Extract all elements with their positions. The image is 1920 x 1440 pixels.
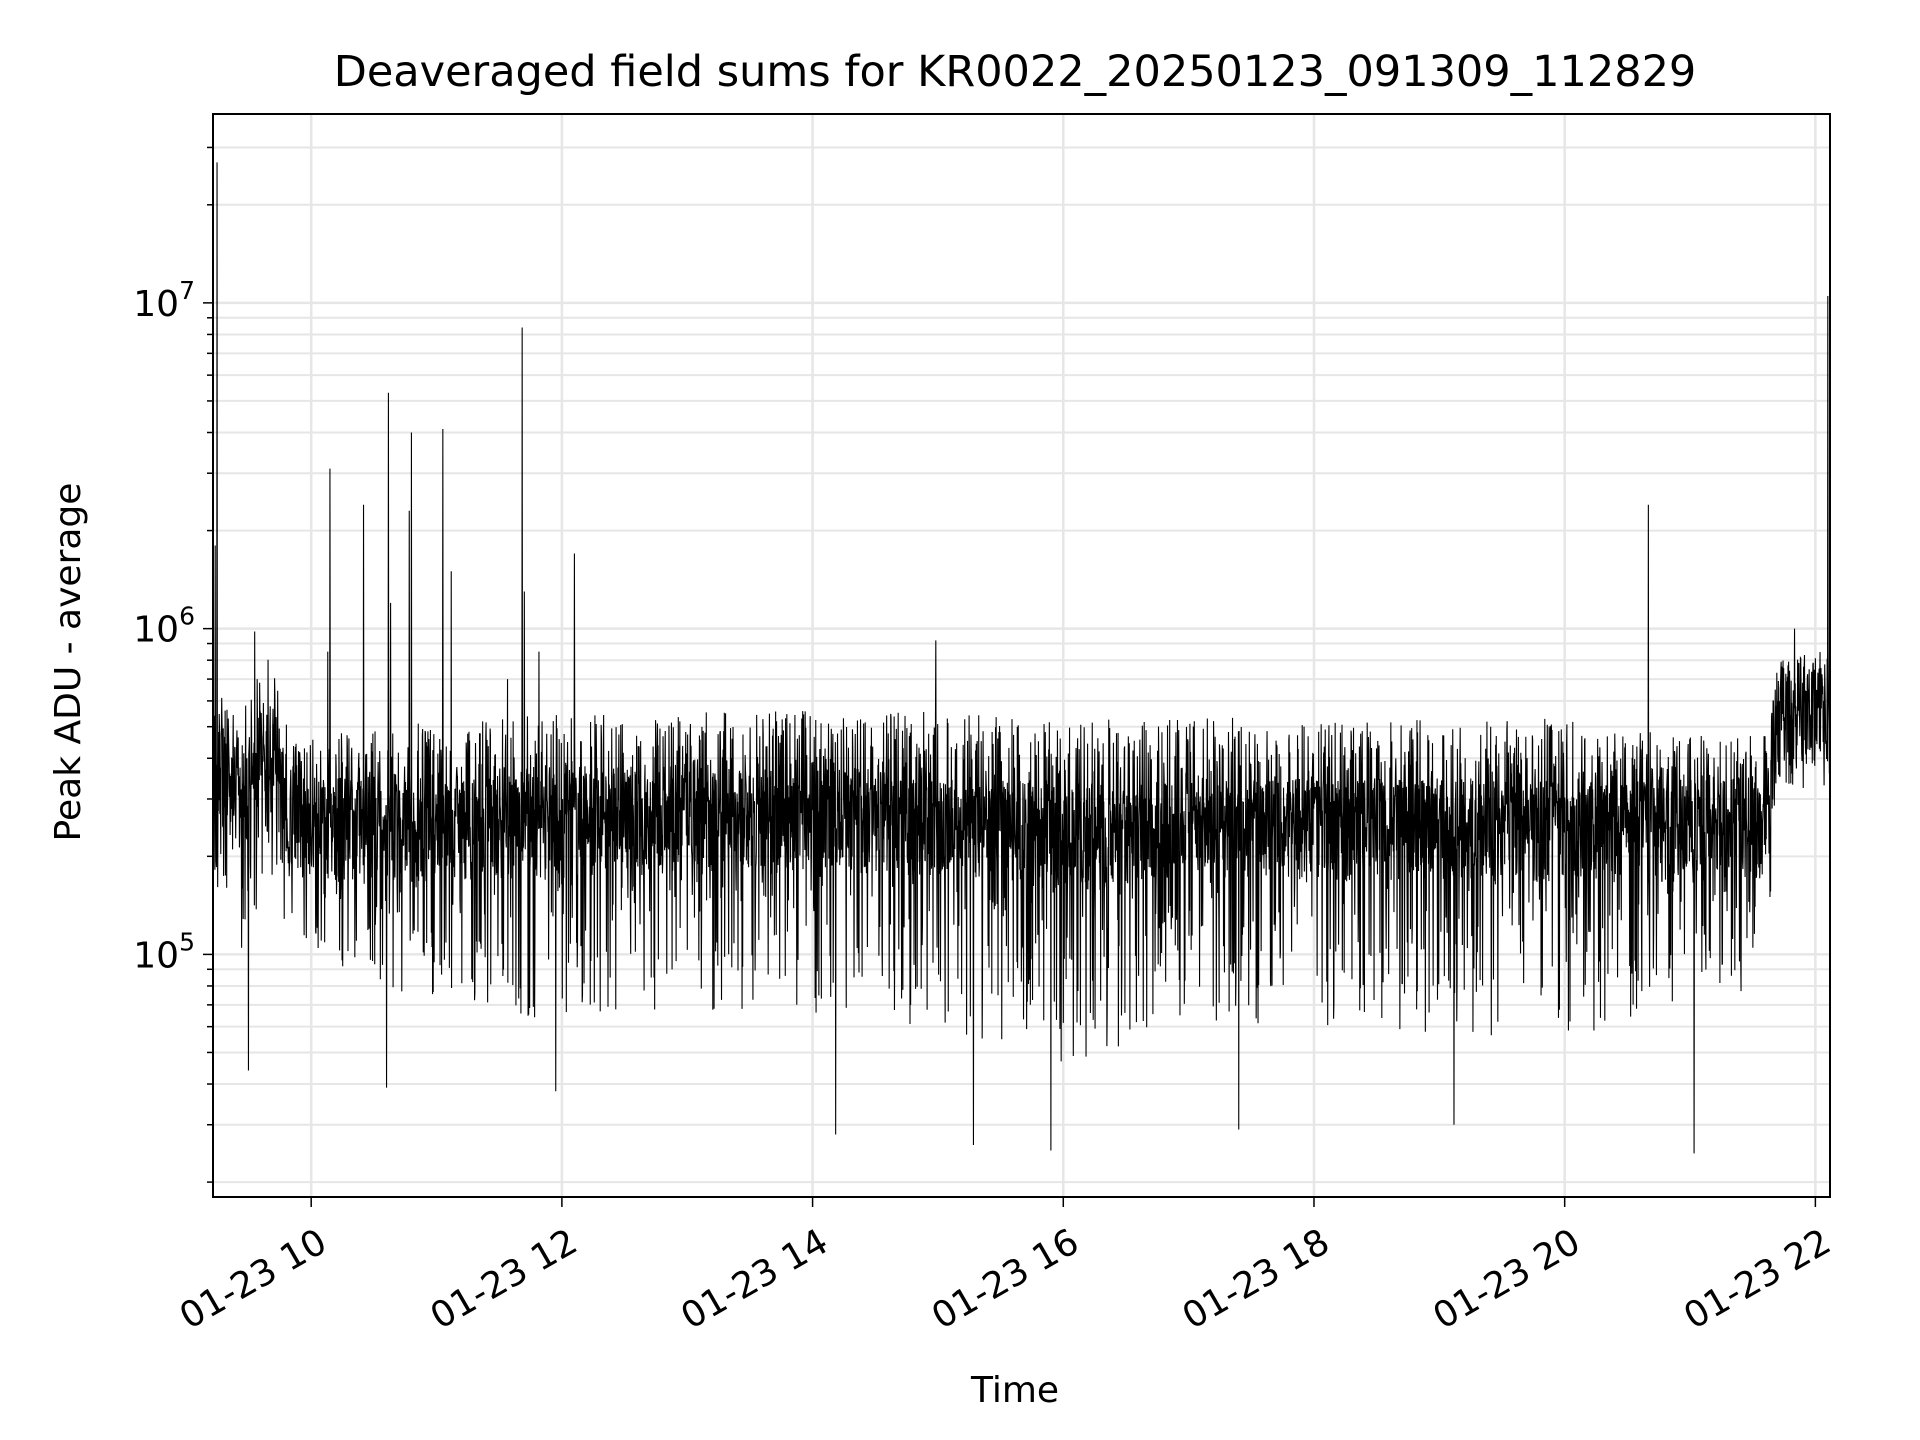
- series-line: [212, 162, 1831, 1154]
- axes-frame: [212, 113, 1831, 1198]
- y-axis-label: Peak ADU - average: [48, 483, 89, 842]
- x-axis-label: Time: [970, 1370, 1059, 1411]
- y-tick-label: 106: [133, 602, 195, 651]
- y-axis-ticks: 105 106 107: [133, 146, 213, 1183]
- y-tick-label: 107: [133, 276, 195, 325]
- series-layer: [212, 162, 1831, 1154]
- plot-area: 01-23 10 01-23 12 01-23 14 01-23 16 01-23 18…: [133, 113, 1838, 1338]
- chart-title: Deaveraged field sums for KR0022_2025012…: [334, 47, 1697, 97]
- y-tick-label: 105: [133, 927, 195, 976]
